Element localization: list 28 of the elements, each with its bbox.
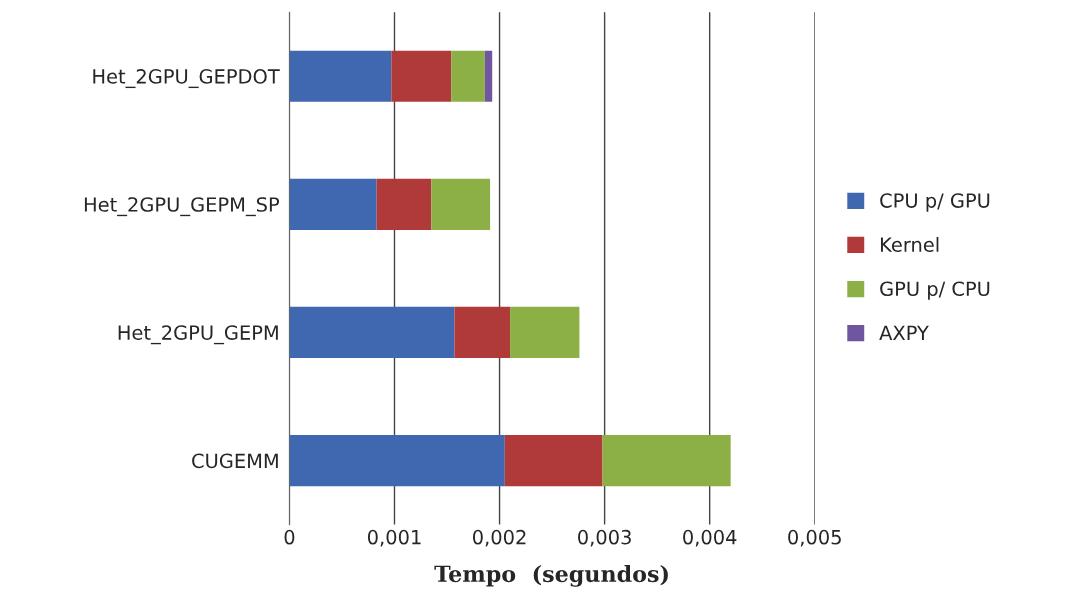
bar [289,434,505,487]
bar [376,178,432,230]
bar [431,178,491,230]
x-axis-title: Tempo (segundos) [434,564,668,587]
x-tick-label: 0,005 [788,529,841,547]
y-tick-label: CUGEMM [192,453,278,469]
bar [504,434,603,487]
bar [484,50,493,102]
bar [289,178,377,230]
legend-label: GPU p/ CPU [880,281,990,300]
y-tick-label: Het_2GPU_GEPM_SP [84,197,280,217]
bar [391,50,452,102]
bar [289,50,392,102]
bar [510,306,580,359]
legend-label: CPU p/ GPU [880,193,990,212]
x-tick-label: 0 [284,529,295,545]
bar [451,50,485,102]
x-tick-label: 0,002 [473,529,526,547]
x-tick-label: 0,001 [367,529,421,547]
y-tick-label: Het_2GPU_GEPDOT [93,69,280,89]
x-tick-label: 0,003 [578,529,631,547]
y-tick-label: Het_2GPU_GEPM [118,325,278,345]
legend-label: Kernel [881,236,939,252]
bar [289,306,455,359]
legend-label: AXPY [879,325,929,340]
bar [602,434,731,487]
x-tick-label: 0,004 [683,529,737,547]
bar [454,306,511,359]
